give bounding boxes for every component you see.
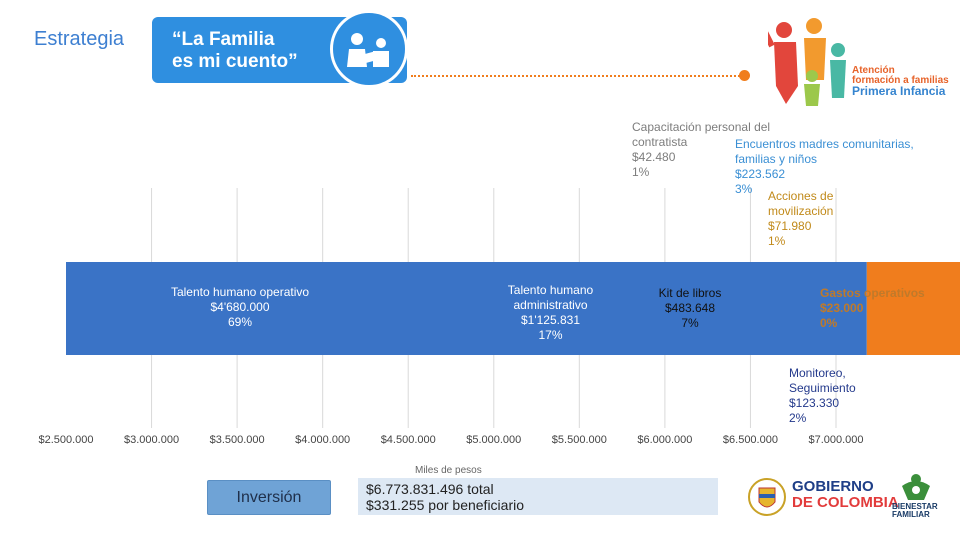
data-label-movilizacion: Acciones de movilización $71.980 1% <box>768 189 858 249</box>
x-tick-label: $5.500.000 <box>552 434 607 446</box>
data-label-encuentros-value: $223.562 <box>735 167 786 181</box>
data-label-capacitacion-name: Capacitación personal del contratista <box>632 120 771 149</box>
data-label-capacitacion-pct: 1% <box>632 165 650 179</box>
data-label-talento_operativo-name: Talento humano operativo <box>170 285 310 299</box>
data-label-monitoreo: Monitoreo, Seguimiento $123.330 2% <box>789 366 879 426</box>
gov-line1: GOBIERNO <box>792 478 874 495</box>
data-label-talento_operativo-value: $4'680.000 <box>210 300 270 314</box>
data-label-gastos-value: $23.000 <box>820 301 864 315</box>
bienestar-line2: FAMILIAR <box>892 510 930 519</box>
x-tick-label: $6.500.000 <box>723 434 778 446</box>
strategy-label: Estrategia <box>34 28 125 50</box>
data-label-encuentros-name: Encuentros madres comunitarias, familias… <box>735 137 914 166</box>
data-label-talento_administrativo-value: $1'125.831 <box>520 313 580 327</box>
data-label-capacitacion: Capacitación personal del contratista $42… <box>632 120 772 180</box>
investment-per-beneficiary: $331.255 por beneficiario <box>366 497 525 513</box>
data-label-monitoreo-value: $123.330 <box>789 396 840 410</box>
data-label-movilizacion-name: Acciones de movilización <box>768 189 834 218</box>
data-label-monitoreo-pct: 2% <box>789 411 807 425</box>
family-reading-icon <box>330 10 408 88</box>
budget-chart: $2.500.000 $3.000.000 $3.500.000 $4.000.000… <box>38 188 960 446</box>
data-label-encuentros: Encuentros madres comunitarias, familias… <box>735 137 915 197</box>
connector-dotted-line <box>411 75 744 77</box>
x-tick-label: $7.000.000 <box>808 434 863 446</box>
program-name: Atención formación a familias Primera In… <box>852 65 949 98</box>
bienestar-familiar-icon <box>896 472 936 507</box>
bienestar-line1: BIENESTAR <box>892 502 938 511</box>
bienestar-familiar-logo: BIENESTAR FAMILIAR <box>892 503 938 519</box>
x-tick-label: $3.000.000 <box>124 434 179 446</box>
colombia-shield-icon <box>748 476 786 523</box>
data-label-kit_libros-pct: 7% <box>681 316 699 330</box>
axis-unit-label: Miles de pesos <box>415 465 482 476</box>
data-label-talento_administrativo: Talento humano administrativo $1'125.831 1… <box>488 283 613 343</box>
banner-title-line1: “La Familia <box>172 29 275 50</box>
data-label-gastos: Gastos operativos $23.000 0% <box>820 286 940 331</box>
data-label-encuentros-pct: 3% <box>735 182 753 196</box>
data-label-gastos-name: Gastos operativos <box>820 286 925 300</box>
data-label-talento_operativo-pct: 69% <box>227 315 253 329</box>
program-line3: Primera Infancia <box>852 84 946 98</box>
data-label-talento_operativo: Talento humano operativo $4'680.000 69% <box>160 285 320 330</box>
data-label-gastos-pct: 0% <box>820 316 838 330</box>
x-tick-label: $4.500.000 <box>381 434 436 446</box>
x-tick-label: $4.000.000 <box>295 434 350 446</box>
data-label-kit_libros-value: $483.648 <box>664 301 716 315</box>
investment-total: $6.773.831.496 total <box>366 481 494 497</box>
data-label-kit_libros-name: Kit de libros <box>658 286 722 300</box>
data-label-talento_administrativo-pct: 17% <box>538 328 563 342</box>
data-label-monitoreo-name: Monitoreo, Seguimiento <box>789 366 856 395</box>
program-line1: Atención <box>852 65 895 76</box>
program-line2: formación a familias <box>852 75 949 86</box>
investment-summary: $6.773.831.496 total $331.255 por benefi… <box>358 478 718 515</box>
x-tick-label: $2.500.000 <box>38 434 93 446</box>
data-label-talento_administrativo-name: Talento humano administrativo <box>507 283 594 312</box>
connector-dot <box>739 70 750 81</box>
bar-talento_operativo <box>66 262 867 355</box>
gobierno-colombia-logo: GOBIERNO DE COLOMBIA <box>792 479 899 511</box>
gov-line2: DE COLOMBIA <box>792 494 899 511</box>
x-tick-label: $3.500.000 <box>210 434 265 446</box>
x-tick-label: $6.000.000 <box>637 434 692 446</box>
bar-talento_administrativo <box>866 262 960 355</box>
data-label-movilizacion-value: $71.980 <box>768 219 812 233</box>
data-label-capacitacion-value: $42.480 <box>632 150 676 164</box>
data-label-movilizacion-pct: 1% <box>768 234 786 248</box>
investment-button[interactable]: Inversión <box>207 480 331 515</box>
x-tick-label: $5.000.000 <box>466 434 521 446</box>
banner-title-line2: es mi cuento” <box>172 51 298 72</box>
data-label-kit_libros: Kit de libros $483.648 7% <box>650 286 730 331</box>
